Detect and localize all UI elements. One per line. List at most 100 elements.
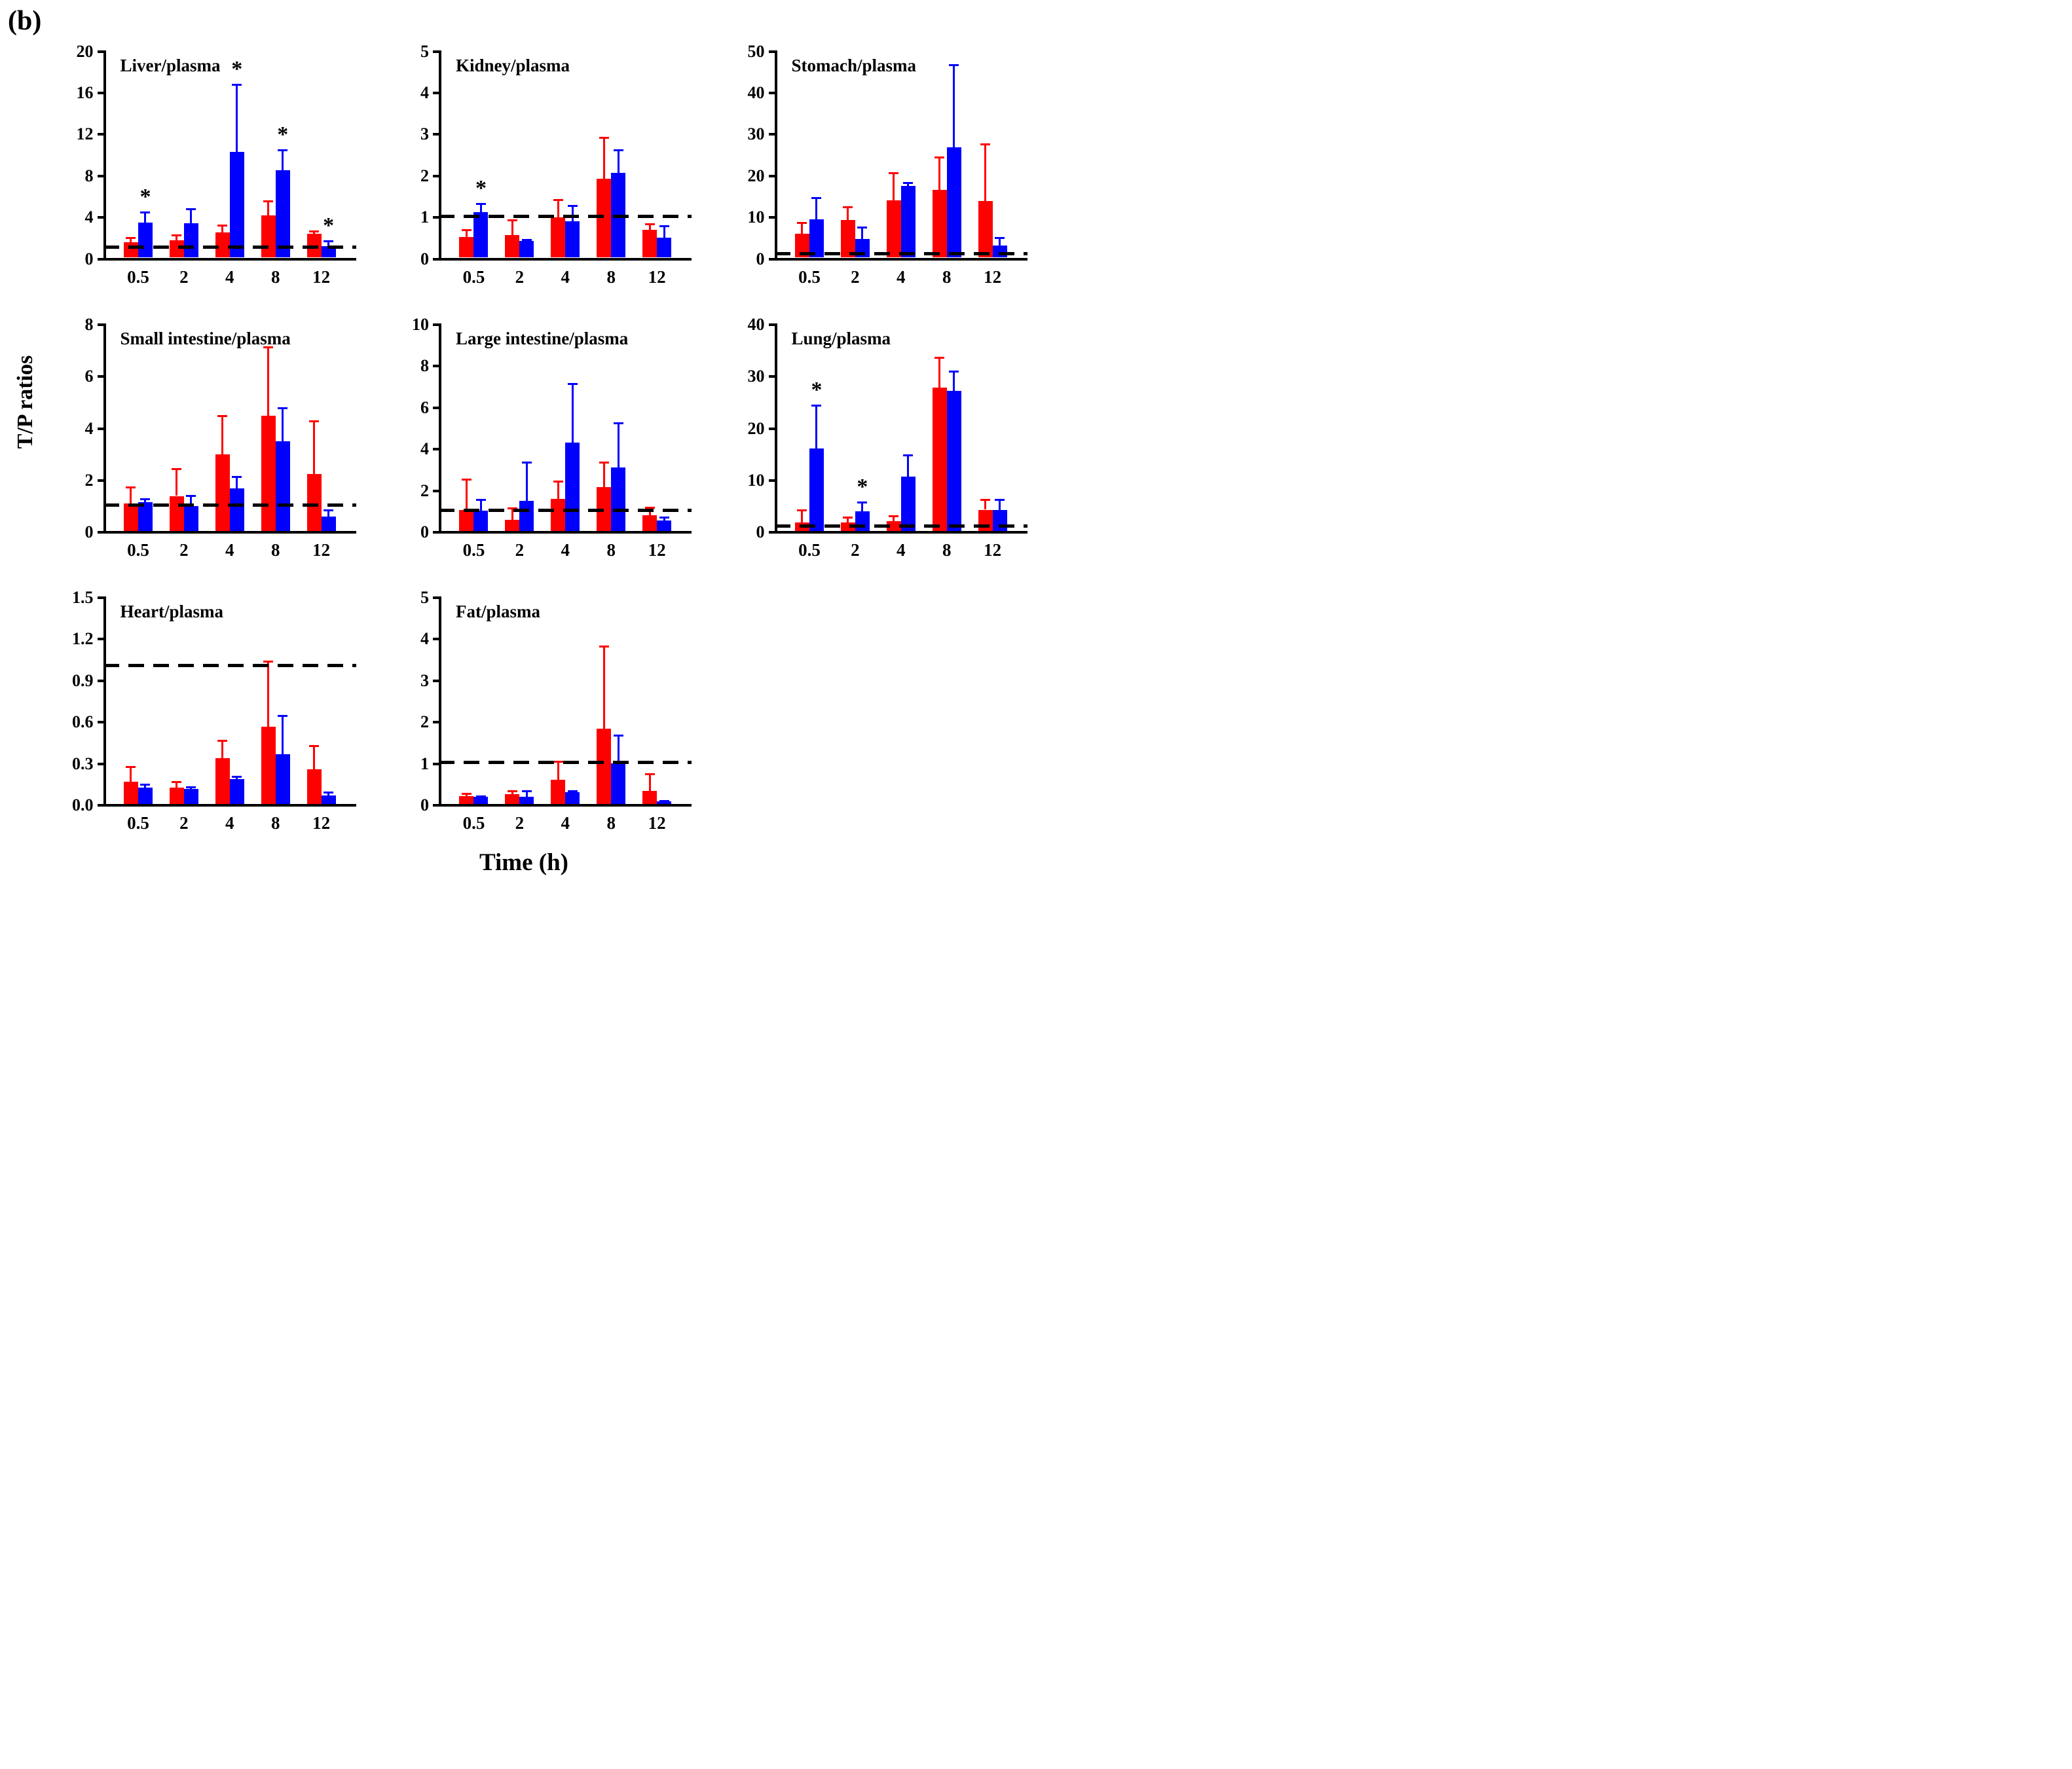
error-bar-stem (267, 661, 270, 727)
y-tick-label: 0.6 (72, 712, 94, 732)
error-bar-cap (263, 661, 274, 663)
x-axis (439, 257, 692, 261)
y-tick-label: 8 (84, 315, 94, 334)
error-bar-stem (801, 222, 804, 234)
error-bar-stem (648, 223, 651, 230)
error-bar-stem (282, 407, 284, 442)
x-axis (439, 531, 692, 534)
bar-blue-2h (519, 501, 534, 531)
plot-area: 0 10 20 30 40 50 Stomach/plasma 0.5 2 4 8 12 (748, 42, 1027, 287)
error-bar-cap (857, 227, 868, 229)
error-bar-cap (843, 517, 853, 519)
y-tick-label: 10 (747, 208, 765, 227)
bar-blue-8h (611, 763, 626, 804)
y-axis-title: T/P ratios (13, 355, 37, 449)
y-tick (97, 721, 103, 724)
error-bar-stem (327, 510, 330, 517)
bar-blue-12h (321, 517, 336, 531)
bar-red-12h (306, 769, 322, 804)
bar-red-4h (215, 232, 230, 258)
y-tick (433, 489, 439, 492)
error-bar-cap (309, 230, 320, 233)
y-tick (97, 375, 103, 378)
error-bar-stem (479, 204, 482, 212)
x-tick-label: 4 (561, 540, 570, 560)
x-tick-label: 4 (897, 540, 906, 560)
error-bar-stem (847, 206, 849, 221)
y-tick (433, 365, 439, 368)
error-bar-stem (130, 766, 132, 782)
plot-area: 0 2 4 6 8 10 Large intestine/plasma 0.5 2 4 8 12 (412, 315, 692, 560)
error-bar-cap (217, 739, 228, 742)
bar-red-0.5h (123, 503, 138, 531)
bar-red-8h (597, 179, 612, 258)
error-bar-stem (221, 225, 224, 233)
y-tick (97, 479, 103, 482)
y-tick-label: 1 (420, 754, 429, 773)
error-bar-cap (659, 799, 669, 802)
y-tick (768, 91, 775, 94)
x-tick-label: 2 (179, 540, 189, 560)
y-axis (774, 50, 777, 261)
error-bar-cap (140, 784, 151, 786)
y-tick-label: 0 (420, 522, 429, 541)
error-bar-cap (980, 143, 991, 145)
error-bar-cap (903, 454, 914, 456)
bar-blue-4h (565, 221, 580, 258)
x-tick-label: 12 (648, 540, 666, 560)
x-tick-label: 4 (561, 813, 570, 833)
panel-title: Fat/plasma (456, 602, 541, 621)
bar-red-0.5h (459, 510, 474, 531)
x-tick-label: 2 (515, 540, 525, 560)
error-bar-stem (617, 423, 620, 468)
error-bar-cap (889, 172, 899, 174)
error-bar-stem (602, 462, 605, 488)
error-bar-cap (324, 509, 334, 512)
plot-area: 0 1 2 3 4 5 Kidney/plasma 0.5 * 2 4 8 12 (420, 42, 692, 287)
error-bar-stem (236, 84, 238, 152)
y-tick-label: 4 (84, 208, 94, 227)
error-bar-cap (521, 790, 532, 792)
error-bar-cap (934, 357, 945, 359)
y-tick-label: 0 (84, 249, 94, 268)
bar-blue-2h (519, 796, 534, 804)
y-axis (103, 323, 106, 534)
error-bar-cap (126, 236, 136, 239)
error-bar-stem (221, 740, 224, 759)
x-tick-label: 0.5 (798, 540, 821, 560)
x-tick-label: 8 (270, 266, 280, 287)
y-tick-label: 20 (76, 41, 94, 61)
y-tick (768, 375, 775, 378)
error-bar-cap (324, 240, 334, 243)
bar-blue-8h (275, 170, 290, 258)
panel-title: Lung/plasma (791, 329, 891, 348)
error-bar-stem (999, 238, 1001, 246)
bar-red-0.5h (123, 242, 138, 258)
error-bar-stem (663, 517, 665, 521)
x-axis (774, 257, 1027, 261)
x-tick-label: 12 (648, 813, 666, 833)
reference-line (774, 251, 1027, 255)
y-tick-label: 0 (756, 522, 765, 541)
bar-blue-4h (229, 778, 244, 804)
bar-red-0.5h (459, 236, 474, 258)
error-bar-cap (521, 462, 532, 464)
error-bar-cap (553, 480, 563, 483)
y-tick-label: 5 (420, 41, 429, 61)
y-tick (768, 216, 775, 219)
bar-red-4h (215, 454, 230, 531)
y-tick-label: 40 (747, 315, 765, 334)
y-tick-label: 1 (420, 208, 429, 227)
y-tick-label: 20 (747, 166, 765, 185)
y-tick-label: 5 (420, 588, 429, 607)
error-bar-stem (176, 235, 178, 240)
bar-red-12h (642, 515, 657, 531)
error-bar-cap (613, 734, 623, 737)
x-tick-label: 0.5 (127, 540, 149, 560)
error-bar-stem (815, 405, 818, 448)
bar-blue-0.5h (473, 511, 489, 531)
y-tick (97, 596, 103, 599)
reference-line (103, 246, 356, 249)
error-bar-cap (461, 793, 472, 795)
error-bar-stem (907, 182, 910, 187)
